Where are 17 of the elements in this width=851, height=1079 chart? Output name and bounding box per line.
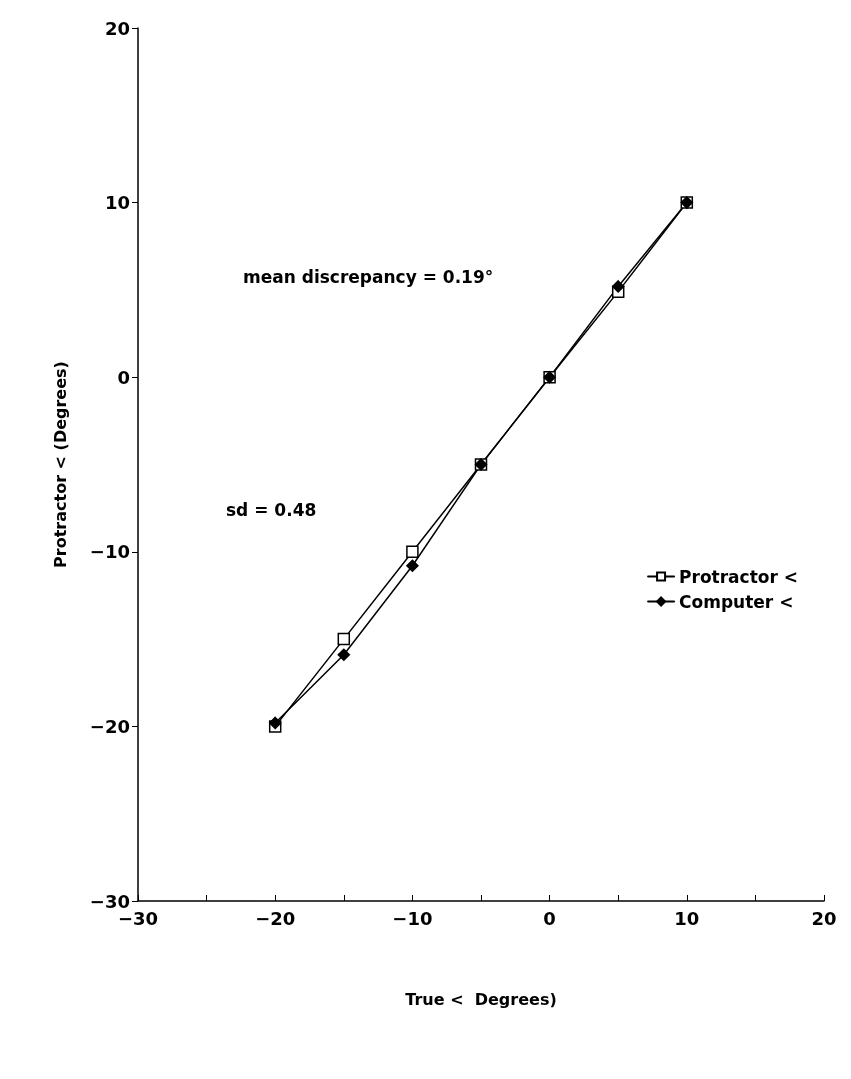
x-tick-label: −20 bbox=[255, 907, 296, 929]
y-tick-label: 20 bbox=[104, 17, 130, 39]
legend-label: Computer < bbox=[679, 591, 794, 612]
y-tick-label: −10 bbox=[89, 541, 130, 563]
annotation: sd = 0.48 bbox=[226, 499, 317, 520]
y-tick-label: −20 bbox=[89, 715, 130, 737]
x-tick-label: 0 bbox=[543, 907, 556, 929]
x-tick-label: −10 bbox=[392, 907, 433, 929]
y-tick-label: 10 bbox=[104, 192, 130, 214]
legend-label: Protractor < bbox=[679, 566, 798, 587]
x-tick-label: 10 bbox=[674, 907, 700, 929]
annotation: mean discrepancy = 0.19° bbox=[243, 266, 494, 287]
y-tick-label: −30 bbox=[89, 890, 130, 912]
x-axis-title: True < Degrees) bbox=[405, 989, 557, 1009]
x-tick-label: 20 bbox=[811, 907, 837, 929]
y-tick-label: 0 bbox=[117, 366, 130, 388]
y-axis-title: Protractor < (Degrees) bbox=[50, 361, 70, 568]
